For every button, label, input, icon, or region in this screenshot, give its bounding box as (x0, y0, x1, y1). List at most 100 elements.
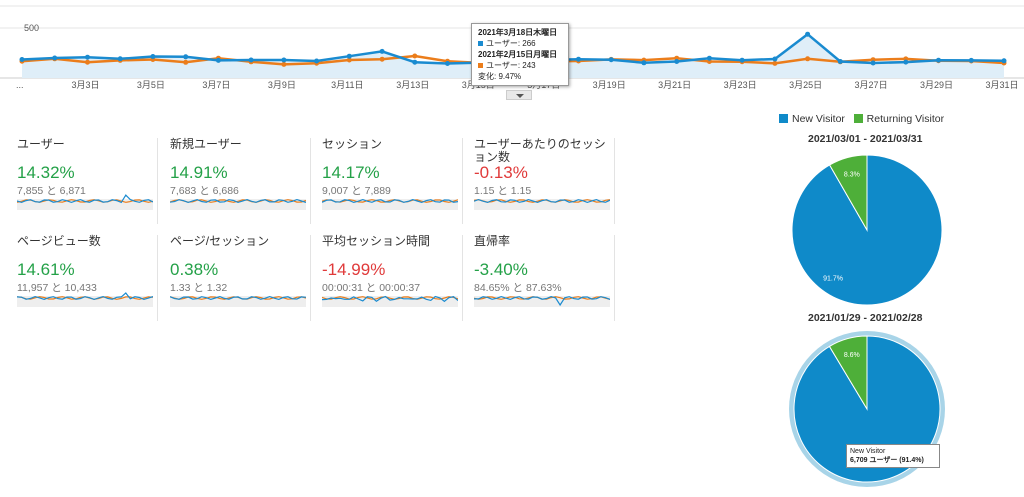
sparkline-previous (322, 296, 458, 300)
pie-tooltip-name: New Visitor (850, 448, 886, 455)
metric-sparkline (322, 198, 458, 210)
metric-card[interactable]: ページ/セッション 0.38% 1.33 と 1.32 (170, 235, 311, 321)
series-point-0 (1001, 58, 1007, 64)
metric-sparkline (474, 295, 610, 307)
pie1-title: 2021/03/01 - 2021/03/31 (808, 133, 923, 145)
metric-card[interactable]: 直帰率 -3.40% 84.65% と 87.63% (474, 235, 615, 321)
metric-card[interactable]: 平均セッション時間 -14.99% 00:00:31 と 00:00:37 (322, 235, 463, 321)
tooltip-date-previous: 2021年2月15日月曜日 (478, 50, 558, 59)
blue-square-icon (478, 41, 483, 47)
series-point-0 (445, 61, 450, 66)
x-tick-label: 3月29日 (920, 80, 953, 90)
series-point-0 (248, 57, 254, 63)
tooltip-value-previous: ユーザー: 243 (486, 61, 536, 70)
metric-card[interactable]: ページビュー数 14.61% 11,957 と 10,433 (17, 235, 158, 321)
series-point-0 (608, 57, 614, 63)
sparkline-area (17, 199, 153, 210)
x-tick-label: 3月11日 (331, 80, 363, 90)
series-point-1 (183, 59, 189, 65)
sparkline-area (474, 199, 610, 210)
series-point-0 (805, 31, 811, 37)
x-tick-label: 3月3日 (71, 80, 99, 90)
sparkline-area (322, 296, 458, 307)
series-point-0 (641, 60, 647, 66)
series-point-1 (379, 56, 385, 62)
sparkline-current (17, 292, 153, 301)
x-tick-label: 3月5日 (137, 80, 165, 90)
metric-sparkline (322, 295, 458, 307)
pie-label-new: 91.7% (823, 276, 843, 283)
metric-comparison: 00:00:31 と 00:00:37 (322, 282, 421, 294)
series-point-0 (85, 54, 90, 60)
metric-change: 14.91% (170, 163, 228, 182)
metric-comparison: 1.33 と 1.32 (170, 282, 228, 294)
sparkline-previous (322, 199, 458, 203)
metric-card[interactable]: セッション 14.17% 9,007 と 7,889 (322, 138, 463, 224)
series-point-1 (772, 60, 778, 66)
metric-sparkline (170, 198, 306, 210)
pie-slice-returning-visitor (828, 154, 868, 232)
metric-title: ユーザー (17, 137, 65, 151)
x-tick-label: 3月9日 (268, 80, 296, 90)
pie-tooltip-value: 6,709 ユーザー (91.4%) (850, 457, 924, 464)
series-point-0 (215, 57, 221, 63)
metric-comparison: 7,855 と 6,871 (17, 185, 86, 197)
chart-expand-toggle[interactable] (506, 90, 532, 100)
tooltip-date-current: 2021年3月18日木曜日 (478, 28, 558, 37)
series-point-1 (85, 59, 90, 65)
metric-sparkline (170, 295, 306, 307)
legend-new-visitor[interactable]: New Visitor (792, 113, 845, 125)
sparkline-area (474, 296, 610, 307)
orange-square-icon (478, 63, 483, 69)
pie-label-returning: 8.6% (844, 352, 860, 359)
metric-title: 直帰率 (474, 234, 511, 248)
metric-title: ページ/セッション (170, 234, 270, 248)
metric-card[interactable]: ユーザー 14.32% 7,855 と 6,871 (17, 138, 158, 224)
series-point-0 (772, 56, 778, 62)
metric-change: -14.99% (322, 260, 386, 279)
series-point-0 (870, 60, 876, 66)
series-point-0 (739, 57, 745, 63)
series-point-0 (706, 55, 712, 61)
pie2-title: 2021/01/29 - 2021/02/28 (808, 312, 923, 324)
metric-comparison: 84.65% と 87.63% (474, 282, 562, 294)
legend-returning-visitor[interactable]: Returning Visitor (866, 113, 945, 125)
metric-change: -3.40% (474, 260, 528, 279)
metric-title: ユーザーあたりのセッション数 (474, 137, 606, 164)
metric-change: 0.38% (170, 260, 219, 279)
sparkline-area (322, 199, 458, 210)
pie-legend: New Visitor Returning Visitor (779, 113, 944, 125)
series-point-0 (412, 59, 418, 65)
pie-slice-returning-visitor (828, 335, 868, 411)
metric-title: ページビュー数 (17, 234, 101, 248)
series-point-1 (805, 56, 811, 62)
metric-comparison: 11,957 と 10,433 (17, 282, 97, 294)
series-point-0 (903, 59, 909, 65)
tooltip-value-current: ユーザー: 266 (486, 39, 536, 48)
series-point-0 (346, 53, 352, 59)
metric-card[interactable]: ユーザーあたりのセッション数 -0.13% 1.15 と 1.15 (474, 138, 615, 224)
sparkline-current (17, 194, 153, 204)
x-tick-label: ... (16, 80, 24, 90)
series-point-0 (576, 56, 581, 62)
series-point-1 (412, 53, 418, 59)
metric-title: 新規ユーザー (170, 137, 242, 151)
series-point-0 (281, 57, 287, 63)
pie-tooltip: New Visitor 6,709 ユーザー (91.4%) (846, 444, 940, 468)
metric-card[interactable]: 新規ユーザー 14.91% 7,683 と 6,686 (170, 138, 311, 224)
sparkline-area (170, 296, 306, 307)
new-visitor-swatch (779, 114, 788, 123)
sparkline-current (170, 198, 306, 204)
pie-chart-current: 8.3% 91.7% (791, 154, 943, 306)
metric-change: -0.13% (474, 163, 528, 182)
sparkline-current (322, 295, 458, 303)
series-point-0 (150, 54, 156, 59)
series-point-0 (968, 57, 974, 63)
series-point-1 (346, 57, 352, 63)
metric-sparkline (17, 292, 153, 307)
x-tick-label: 3月25日 (789, 80, 822, 90)
series-point-0 (314, 58, 320, 64)
tooltip-change: 変化: 9.47% (478, 72, 522, 81)
metric-change: 14.17% (322, 163, 380, 182)
x-tick-label: 3月31日 (985, 80, 1018, 90)
